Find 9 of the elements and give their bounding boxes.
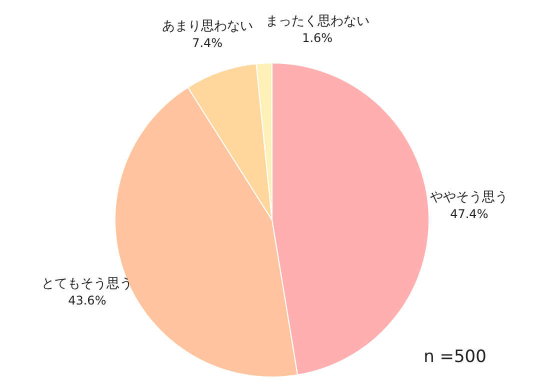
data-label: 7.4% [192, 36, 223, 50]
data-label: 43.6% [68, 294, 106, 308]
slice-label: あまり思わない [162, 19, 253, 34]
text: n =500 [424, 347, 486, 367]
data-label: 47.4% [450, 206, 488, 221]
data-label: 1.6% [302, 31, 333, 45]
slice-label: ややそう思う [430, 190, 508, 205]
slice-label: まったく思わない [265, 14, 370, 29]
slice-label: とてもそう思う [42, 276, 133, 292]
